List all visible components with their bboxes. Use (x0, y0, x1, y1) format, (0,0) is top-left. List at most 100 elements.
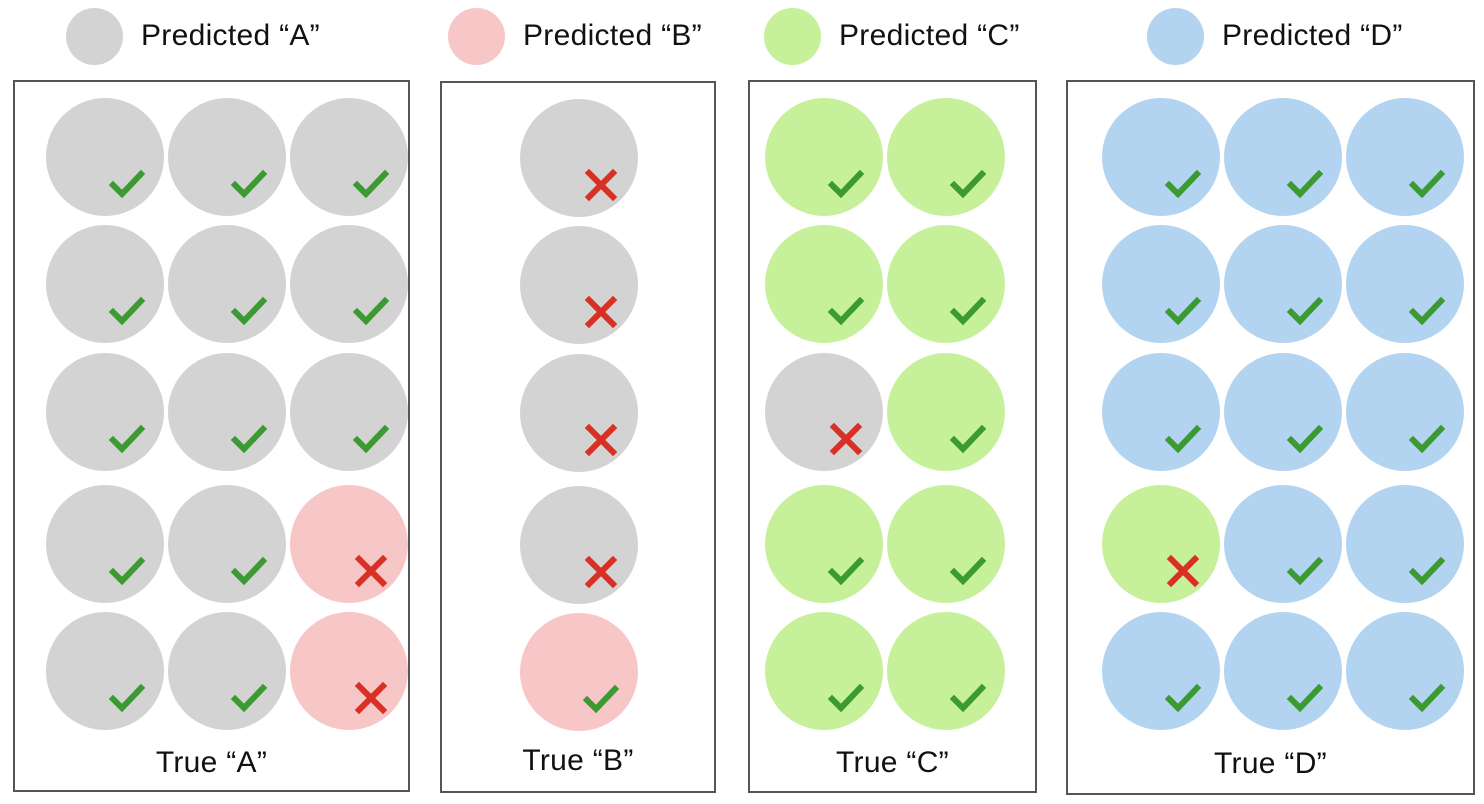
prediction-circle (1224, 225, 1342, 343)
prediction-circle (765, 225, 883, 343)
cross-icon (354, 681, 388, 715)
check-icon (108, 169, 146, 199)
check-icon (230, 296, 268, 326)
check-icon (1286, 296, 1324, 326)
prediction-circle (168, 612, 286, 730)
check-icon (108, 683, 146, 713)
prediction-circle (168, 353, 286, 471)
prediction-circle (1224, 485, 1342, 603)
check-icon (949, 424, 987, 454)
prediction-circle (290, 225, 408, 343)
prediction-circle (1346, 98, 1464, 216)
check-icon (827, 556, 865, 586)
legend-label-d: Predicted “D” (1222, 19, 1403, 52)
cross-icon (1166, 554, 1200, 588)
prediction-circle (1346, 485, 1464, 603)
cross-icon (584, 295, 618, 329)
legend: Predicted “A” Predicted “B” Predicted “C… (0, 0, 1484, 72)
prediction-circle (520, 99, 638, 217)
check-icon (108, 296, 146, 326)
prediction-circle (290, 98, 408, 216)
legend-swatch-a (66, 7, 123, 65)
prediction-circle (520, 486, 638, 604)
check-icon (949, 296, 987, 326)
check-icon (827, 683, 865, 713)
prediction-circle (290, 353, 408, 471)
check-icon (949, 683, 987, 713)
prediction-circle (765, 353, 883, 471)
cross-icon (584, 423, 618, 457)
prediction-circle (1102, 485, 1220, 603)
prediction-circle (1102, 225, 1220, 343)
cross-icon (354, 554, 388, 588)
check-icon (827, 296, 865, 326)
prediction-circle (887, 225, 1005, 343)
legend-label-c: Predicted “C” (839, 19, 1020, 52)
check-icon (1408, 296, 1446, 326)
check-icon (230, 169, 268, 199)
prediction-circle (46, 485, 164, 603)
panel-true-c: True “C” (748, 80, 1037, 793)
prediction-circle (1346, 225, 1464, 343)
check-icon (352, 169, 390, 199)
panel-label: True “A” (155, 746, 268, 779)
prediction-circle (290, 612, 408, 730)
prediction-circle (1102, 612, 1220, 730)
panel-label: True “C” (836, 746, 949, 779)
panel-label: True “D” (1214, 747, 1327, 780)
legend-swatch-b (448, 7, 505, 65)
prediction-circle (887, 353, 1005, 471)
prediction-circle (1224, 612, 1342, 730)
check-icon (949, 169, 987, 199)
prediction-circle (887, 98, 1005, 216)
prediction-circle (1224, 98, 1342, 216)
prediction-circle (290, 485, 408, 603)
legend-item-b: Predicted “B” (448, 7, 702, 65)
check-icon (1408, 556, 1446, 586)
prediction-circle (887, 612, 1005, 730)
check-icon (1164, 169, 1202, 199)
prediction-circle (1346, 612, 1464, 730)
check-icon (949, 556, 987, 586)
check-icon (1164, 683, 1202, 713)
check-icon (1164, 296, 1202, 326)
panel-true-b: True “B” (440, 81, 716, 793)
prediction-circle (765, 98, 883, 216)
cross-icon (584, 168, 618, 202)
prediction-circle (46, 98, 164, 216)
prediction-circle (168, 98, 286, 216)
check-icon (230, 683, 268, 713)
check-icon (230, 556, 268, 586)
prediction-circle (168, 225, 286, 343)
check-icon (827, 169, 865, 199)
prediction-circle (520, 613, 638, 731)
prediction-circle (765, 612, 883, 730)
check-icon (1164, 424, 1202, 454)
check-icon (108, 556, 146, 586)
legend-item-a: Predicted “A” (66, 7, 320, 65)
prediction-circle (520, 354, 638, 472)
prediction-circle (1102, 353, 1220, 471)
legend-swatch-c (764, 7, 821, 65)
cross-icon (829, 422, 863, 456)
legend-swatch-d (1147, 7, 1204, 65)
legend-item-c: Predicted “C” (764, 7, 1020, 65)
prediction-circle (168, 485, 286, 603)
check-icon (582, 684, 620, 714)
check-icon (108, 424, 146, 454)
prediction-circle (46, 225, 164, 343)
check-icon (1286, 424, 1324, 454)
panel-label: True “B” (522, 744, 634, 777)
check-icon (1408, 169, 1446, 199)
check-icon (1286, 683, 1324, 713)
prediction-circle (765, 485, 883, 603)
prediction-circle (887, 485, 1005, 603)
check-icon (1408, 683, 1446, 713)
legend-label-b: Predicted “B” (523, 19, 702, 52)
prediction-circle (46, 612, 164, 730)
check-icon (1286, 169, 1324, 199)
legend-label-a: Predicted “A” (141, 19, 320, 52)
check-icon (1286, 556, 1324, 586)
cross-icon (584, 555, 618, 589)
legend-item-d: Predicted “D” (1147, 7, 1403, 65)
